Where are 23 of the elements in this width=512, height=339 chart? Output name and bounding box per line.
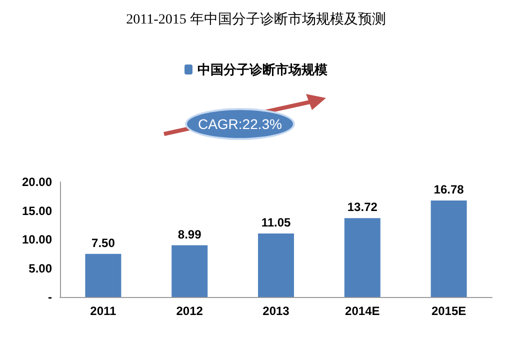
x-tick-label: 2015E — [431, 304, 466, 318]
x-tick-label: 2012 — [176, 304, 204, 318]
y-tick-label: - — [48, 290, 52, 304]
y-tick-label: 20.00 — [22, 175, 52, 189]
data-label: 13.72 — [347, 200, 378, 214]
legend-label: 中国分子诊断市场规模 — [198, 62, 328, 77]
x-tick-label: 2011 — [90, 304, 117, 318]
chart-title: 2011-2015 年中国分子诊断市场规模及预测 — [126, 12, 386, 28]
y-tick-label: 5.00 — [28, 261, 52, 276]
bar — [344, 218, 380, 297]
bar — [258, 233, 294, 297]
y-tick-label: 15.00 — [22, 204, 52, 218]
data-label: 7.50 — [92, 236, 116, 250]
bar — [430, 200, 467, 297]
data-label: 11.05 — [261, 215, 292, 230]
text: CAGR:22.3% — [185, 108, 295, 140]
x-tick-label: 2014E — [345, 304, 380, 318]
bar — [85, 254, 122, 297]
bar — [172, 245, 208, 297]
data-label: 16.78 — [434, 182, 464, 197]
data-label: 8.99 — [178, 227, 202, 242]
y-tick-label: 10.00 — [22, 232, 52, 246]
x-tick-label: 2013 — [262, 304, 290, 318]
